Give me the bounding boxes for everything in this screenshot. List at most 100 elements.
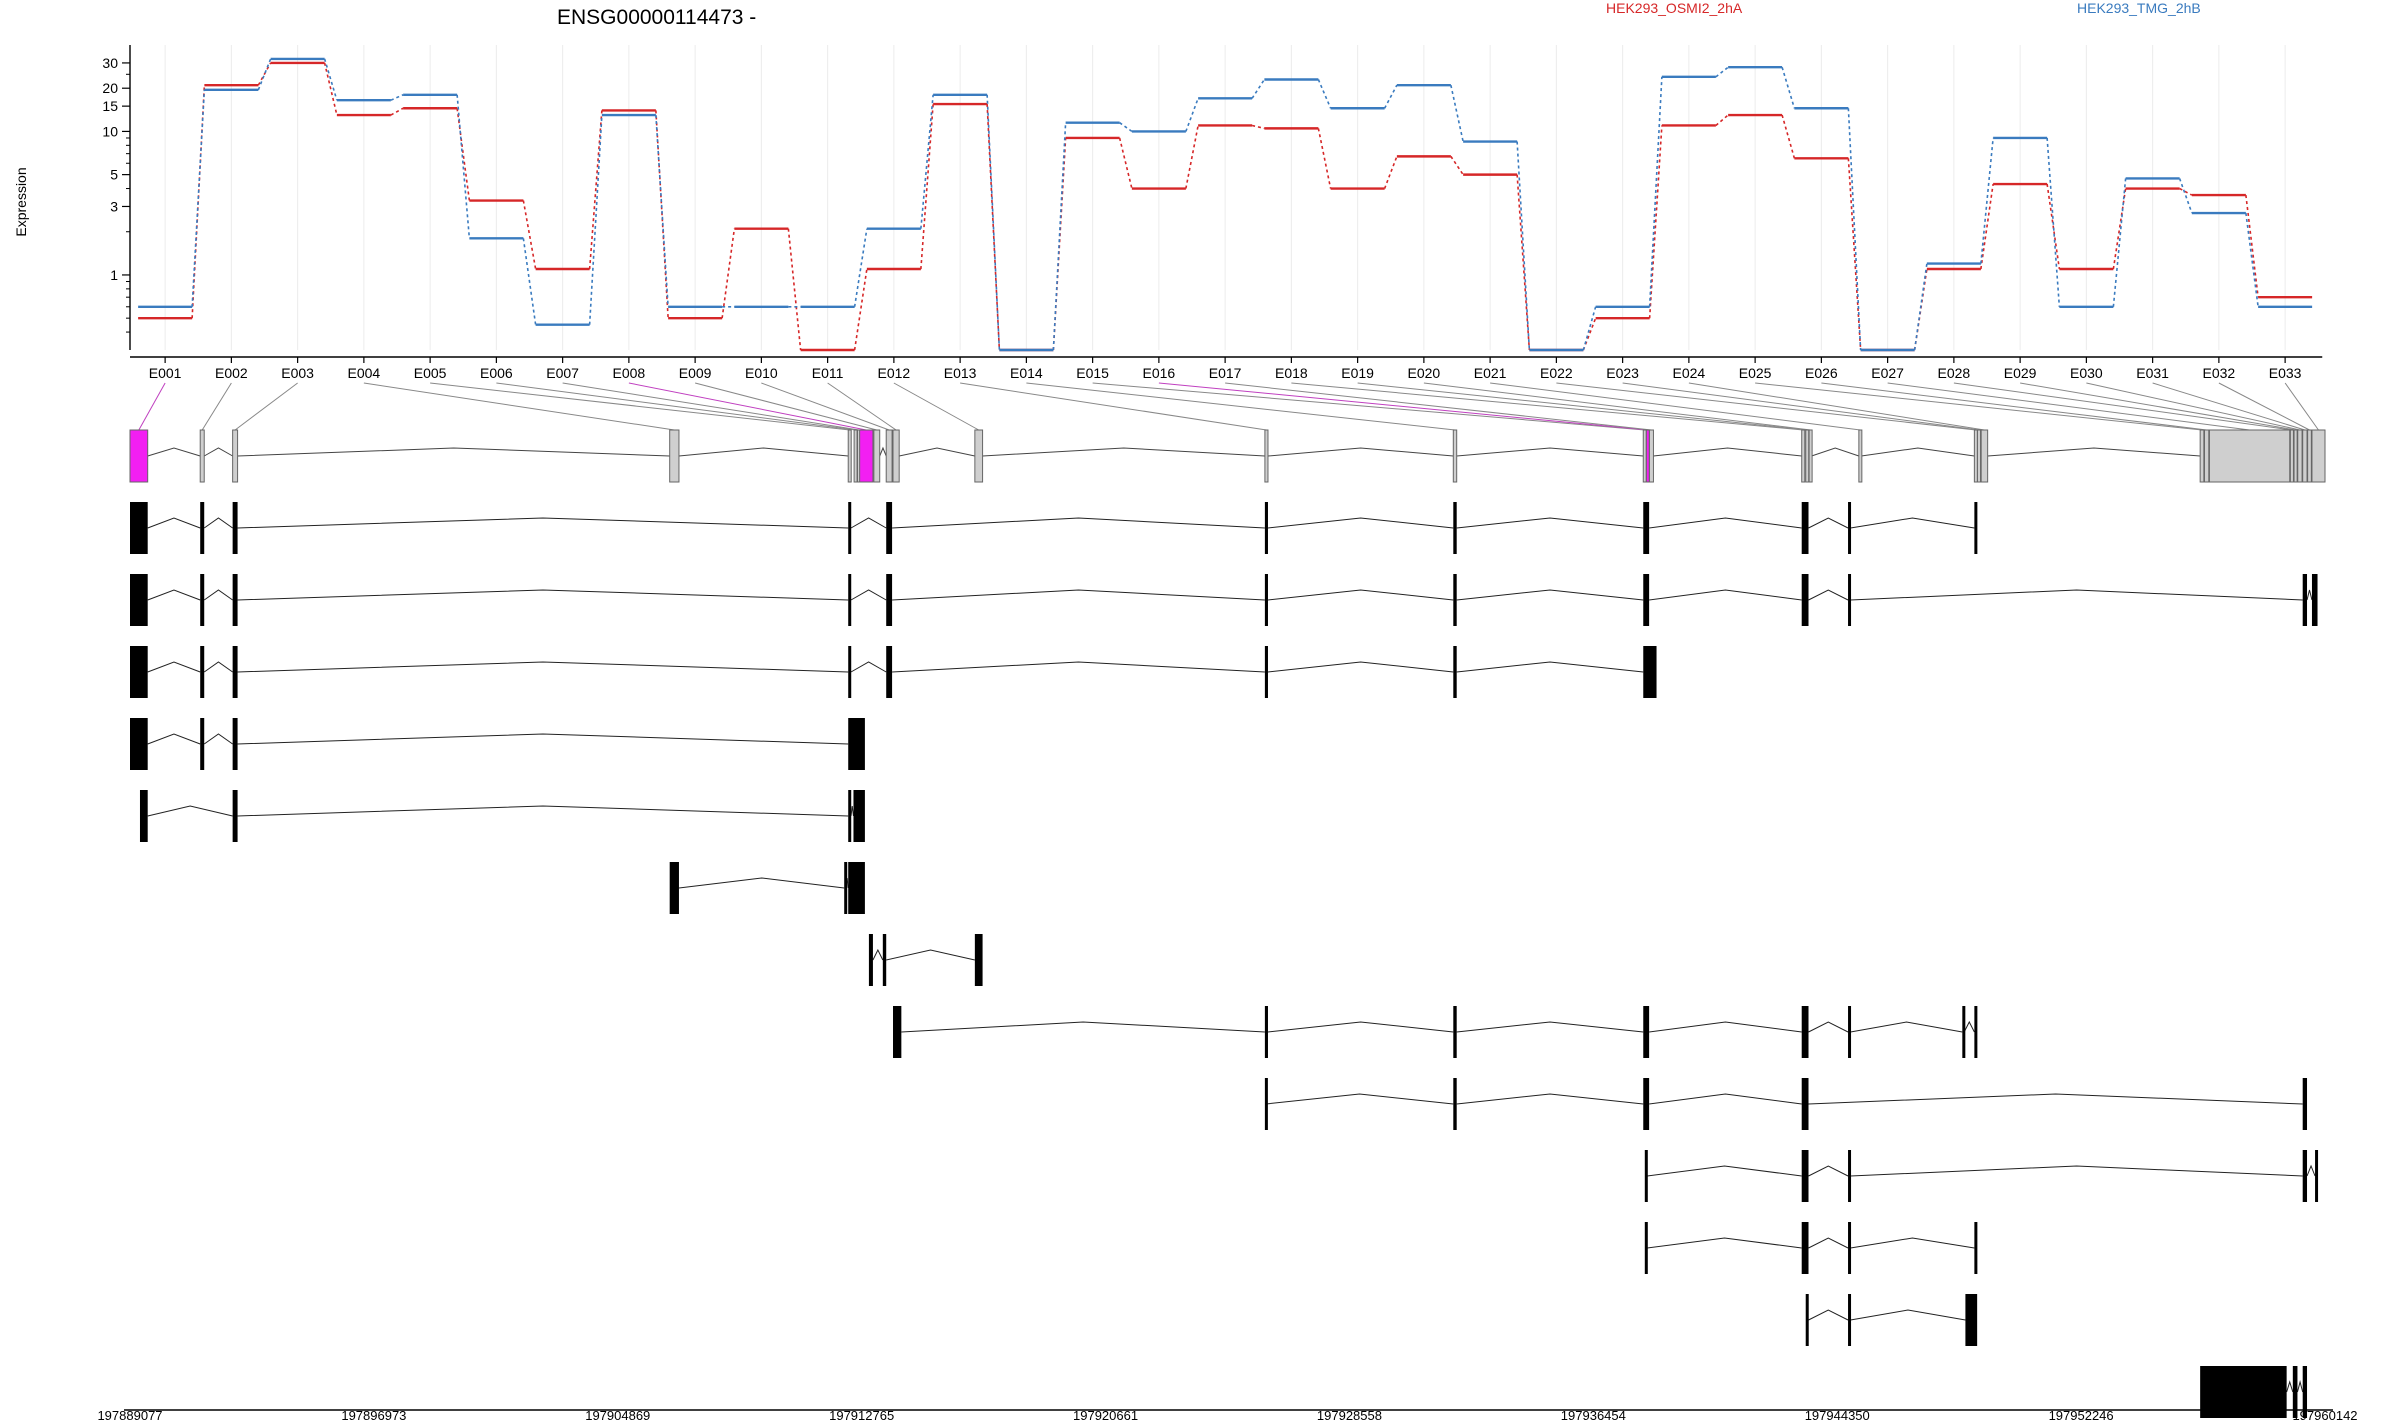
exon-bin [2302,429,2308,483]
bin-intron [1267,447,1454,457]
transcript-intron [2306,589,2313,601]
x-tick-label: E002 [215,365,248,381]
transcript-intron [2286,1380,2294,1393]
transcript-intron [1850,1165,2303,1177]
transcript-exon [1974,502,1978,554]
y-axis-label: Expression [13,167,29,236]
transcript-intron [1850,517,1975,529]
transcript-intron [1267,517,1454,529]
transcript-intron [147,805,233,817]
bin-connector [1490,382,1861,431]
transcript-exon [1962,1006,1966,1058]
bin-connector [893,382,979,431]
transcript-exon [1848,1006,1852,1058]
bin-connector [363,382,675,431]
genomic-tick-label: 197912765 [829,1408,894,1420]
expression-connector [787,228,802,351]
expression-connector [522,200,537,270]
exon-bin [2199,429,2205,483]
y-tick-label: 20 [102,80,118,96]
legend-series-a: HEK293_OSMI2_2hA [1606,0,1743,16]
expression-connector [456,108,471,201]
x-tick-label: E031 [2136,365,2169,381]
transcript-intron [203,517,233,529]
transcript-exon [893,1006,902,1058]
genomic-tick-label: 197889077 [97,1408,162,1420]
x-tick-label: E010 [745,365,778,381]
exon-bin [1980,429,1989,483]
expression-connector [655,115,669,307]
transcript-intron [872,948,884,961]
transcript-exon [1644,1150,1648,1202]
transcript-exon [669,862,679,914]
x-tick-label: E013 [944,365,977,381]
transcript-intron [147,661,201,673]
transcript-exon [2311,574,2318,626]
x-tick-label: E027 [1871,365,1904,381]
transcript-intron [1808,1165,1849,1177]
transcript-intron [237,733,849,745]
bin-connector [628,382,867,431]
transcript-exon [130,718,148,770]
exon-bin [1808,429,1813,483]
transcript-exon [1453,1078,1457,1130]
expression-connector [2046,183,2061,270]
bin-connector [138,382,166,431]
expression-connector [920,104,934,270]
transcript-intron [147,733,201,745]
bin-connector [1092,382,1645,431]
bin-intron [1811,447,1860,457]
exon-bin [974,429,984,483]
transcript [130,502,1978,554]
transcript-intron [2306,1164,2316,1177]
transcript-exon [1453,1006,1457,1058]
bin-intron [982,447,1265,457]
transcript-exon [848,502,852,554]
transcript-exon [2302,1150,2308,1202]
x-tick-label: E004 [348,365,381,381]
transcript [130,718,865,770]
expression-connector [920,94,934,229]
expression-connector [1648,76,1663,307]
transcript [139,790,865,842]
transcript-exon [200,502,205,554]
bin-connector [2020,382,2296,431]
expression-connector [1317,79,1332,109]
bin-connector [1291,382,1804,431]
genomic-tick-label: 197952246 [2049,1408,2114,1420]
expression-connector [1847,158,1862,351]
y-tick-label: 1 [110,267,118,283]
y-tick-label: 15 [102,98,118,114]
bin-connector [2218,382,2310,431]
expression-connector [1582,317,1597,351]
exon-bin [1858,429,1863,483]
expression-connector [2112,188,2127,270]
transcript [669,862,865,914]
transcript-intron [1850,1309,1966,1321]
transcript-exon [2302,1078,2308,1130]
exon-bin [2297,429,2303,483]
expression-connector [456,94,471,239]
transcript-intron [1808,589,1849,601]
transcript-exon [1453,646,1457,698]
transcript-exon [139,790,148,842]
transcript [1264,1078,2308,1130]
expression-connector [1715,66,1729,78]
transcript-intron [1267,1021,1454,1033]
transcript-exon [1264,502,1268,554]
genomic-tick-label: 197936454 [1561,1408,1626,1420]
transcript-intron [850,805,854,817]
x-tick-label: E007 [546,365,579,381]
transcript-intron [1647,1237,1802,1249]
x-tick-label: E024 [1673,365,1706,381]
transcript-exon [1453,574,1457,626]
transcript-intron [237,517,849,529]
transcript [130,646,1657,698]
exon-bin [669,429,680,483]
transcript-intron [901,1021,1265,1033]
transcript-exon [1644,1222,1648,1274]
expression-connector [1383,84,1398,109]
transcript-exon [886,646,893,698]
expression-connector [1781,114,1796,159]
expression-connector [390,94,404,101]
